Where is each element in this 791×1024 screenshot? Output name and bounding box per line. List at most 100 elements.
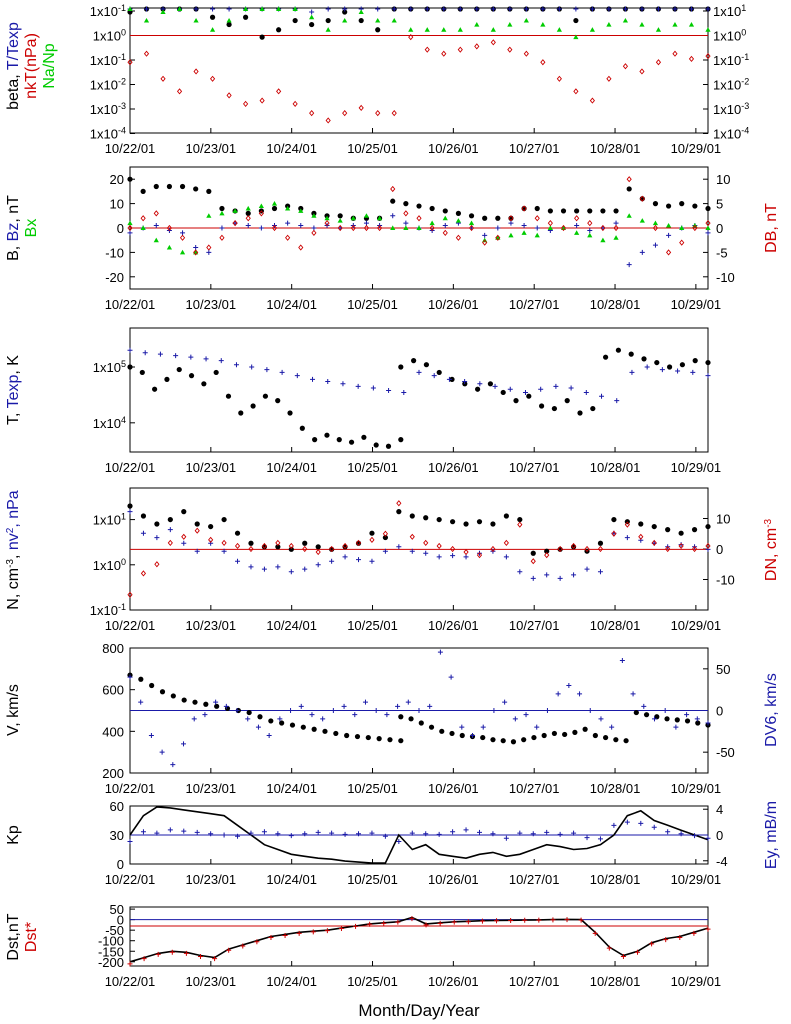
- data-point: [181, 509, 187, 515]
- data-point: [534, 205, 540, 212]
- data-point: [423, 922, 429, 928]
- data-point: [363, 220, 369, 226]
- data-point: [428, 724, 435, 730]
- data-point: [690, 369, 696, 375]
- data-point: [152, 386, 158, 392]
- x-tick-label: 10/24/01: [266, 460, 317, 475]
- data-point: [315, 544, 321, 550]
- data-point: [398, 437, 404, 443]
- data-point: [652, 201, 659, 207]
- data-point: [705, 53, 711, 60]
- data-point: [206, 213, 212, 218]
- data-point: [513, 398, 519, 404]
- data-point: [641, 703, 647, 709]
- data-point: [298, 244, 304, 251]
- data-point: [127, 591, 133, 598]
- data-point: [245, 716, 251, 722]
- data-point: [654, 359, 660, 366]
- data-point: [336, 437, 342, 443]
- data-point: [221, 832, 227, 838]
- data-point: [179, 234, 186, 241]
- data-point: [560, 224, 567, 232]
- data-point: [679, 201, 685, 207]
- data-point: [155, 951, 161, 957]
- data-point: [340, 381, 346, 387]
- series-velocity-2: [127, 649, 711, 768]
- data-point: [309, 21, 315, 28]
- data-point: [705, 27, 711, 32]
- data-point: [635, 949, 641, 955]
- data-point: [495, 215, 501, 221]
- data-point: [193, 6, 199, 12]
- data-point: [629, 369, 635, 375]
- data-point: [695, 720, 701, 726]
- data-point: [423, 515, 429, 521]
- data-point: [245, 223, 251, 229]
- data-point: [226, 947, 232, 953]
- data-point: [613, 737, 619, 743]
- data-point: [573, 17, 579, 24]
- data-point: [659, 367, 665, 373]
- data-point: [468, 220, 475, 226]
- data-point: [692, 833, 698, 839]
- data-point: [679, 225, 685, 230]
- data-point: [382, 548, 388, 554]
- data-point: [522, 917, 528, 923]
- data-point: [138, 676, 144, 682]
- data-point: [271, 205, 278, 212]
- data-point: [523, 50, 529, 57]
- data-point: [429, 205, 435, 212]
- data-point: [490, 39, 496, 46]
- y2-tick-label: -50: [716, 745, 735, 760]
- data-point: [442, 229, 448, 236]
- data-point: [209, 27, 216, 32]
- data-point: [219, 210, 225, 216]
- data-point: [490, 521, 496, 527]
- data-point: [203, 701, 209, 707]
- x-tick-label: 10/22/01: [105, 974, 156, 989]
- data-point: [611, 822, 617, 828]
- axis-label-part: DB, nT: [763, 203, 780, 253]
- axis-label: Dst,nT: [5, 913, 22, 960]
- y-tick-label: 50: [110, 902, 124, 917]
- data-point: [197, 954, 203, 960]
- data-point: [613, 220, 619, 226]
- data-point: [194, 527, 200, 534]
- right-axis-label: DV6, km/s: [763, 673, 780, 747]
- data-point: [249, 364, 255, 370]
- data-point: [521, 205, 527, 212]
- data-point: [638, 537, 644, 543]
- data-point: [597, 540, 604, 546]
- x-tick-label: 10/24/01: [266, 141, 317, 156]
- y-tick-base: 1x10: [93, 513, 121, 528]
- axis-label-part: Kp: [5, 825, 22, 845]
- data-point: [566, 683, 572, 688]
- data-point: [534, 724, 540, 730]
- x-tick-label: 10/22/01: [105, 141, 156, 156]
- data-point: [672, 6, 678, 12]
- data-point: [248, 545, 254, 553]
- data-point: [587, 232, 593, 238]
- axis-label-part: 2: [5, 527, 16, 533]
- axis-label-part: Texp: [5, 374, 22, 408]
- data-point: [597, 545, 604, 553]
- data-point: [427, 703, 433, 709]
- data-point: [139, 369, 145, 376]
- data-point: [209, 14, 216, 20]
- data-point: [264, 367, 270, 373]
- data-point: [309, 9, 315, 15]
- data-point: [517, 516, 523, 523]
- data-point: [210, 6, 216, 12]
- y2-tick-label: 1x10-1: [713, 52, 749, 68]
- data-point: [208, 536, 214, 543]
- y2-tick-exp: 1: [741, 3, 746, 13]
- data-point: [395, 919, 401, 925]
- data-point: [446, 376, 452, 382]
- panel-velocity: 800 600 400 200 50 0 -50 10/22/01 10/23/01 10/24/…: [5, 641, 780, 796]
- plot-frame: [129, 327, 709, 453]
- data-point: [194, 548, 200, 554]
- panel-kp: 60 30 0 4 0 -4 10/22/01 10/23/01 10/24/01 10/25/0…: [5, 799, 780, 887]
- data-point: [457, 27, 463, 32]
- x-tick-label: 10/22/01: [105, 297, 156, 312]
